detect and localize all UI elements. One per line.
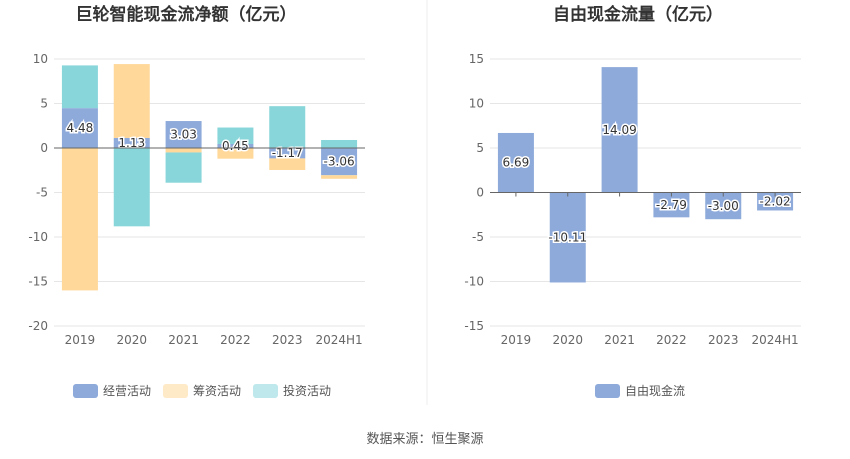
left-data-label: 4.48 xyxy=(67,121,94,135)
left-chart: 10 5 0 -5 -10 -15 -20 2019 4.48 2020 1.13 2021 3.03 2… xyxy=(28,52,365,398)
left-bar-primary-2022 xyxy=(217,143,254,148)
right-y-tick-label: 10 xyxy=(469,97,484,111)
left-x-tick-label: 2021 xyxy=(168,333,199,347)
right-y-tick-label: 5 xyxy=(476,141,484,155)
right-x-tick-label: 2023 xyxy=(708,333,739,347)
left-bar-primary-2024H1 xyxy=(321,148,358,176)
right-legend-label[interactable]: 自由现金流 xyxy=(625,383,685,398)
left-y-tick-label: -20 xyxy=(28,319,48,333)
left-bar-series-2-2019 xyxy=(61,65,98,109)
right-bar-primary-2020 xyxy=(549,192,586,283)
right-data-label: 14.09 xyxy=(602,123,636,137)
left-bar-primary-2020 xyxy=(113,137,150,148)
right-data-label: -2.02 xyxy=(760,194,791,208)
right-bar-primary-2024H1 xyxy=(757,192,794,211)
right-data-label: -3.00 xyxy=(708,199,739,213)
left-legend-label[interactable]: 投资活动 xyxy=(283,383,331,398)
left-x-tick-label: 2019 xyxy=(65,333,96,347)
right-data-label: -2.79 xyxy=(656,198,687,212)
left-data-label: 0.45 xyxy=(222,139,249,153)
left-bar-series-2-2021 xyxy=(165,152,202,183)
left-legend-swatch[interactable] xyxy=(73,384,98,398)
left-y-tick-label: 0 xyxy=(40,141,48,155)
right-x-tick-label: 2020 xyxy=(552,333,583,347)
left-bar-series-2-2023 xyxy=(269,106,306,148)
left-bar-primary-2023 xyxy=(269,148,306,159)
left-bar-series-2-2024H1 xyxy=(321,139,358,148)
right-legend-swatch[interactable] xyxy=(595,384,620,398)
right-data-label: 6.69 xyxy=(503,156,530,170)
data-source: 数据来源：恒生聚源 xyxy=(366,432,483,447)
left-bar-series-1-2023 xyxy=(269,158,306,170)
left-legend-label[interactable]: 筹资活动 xyxy=(193,384,241,398)
left-bar-series-2-2020 xyxy=(113,148,150,227)
right-x-tick-label: 2022 xyxy=(656,333,687,347)
right-data-label: -10.11 xyxy=(548,230,587,244)
left-bar-series-1-2020 xyxy=(113,64,150,138)
left-legend-swatch[interactable] xyxy=(253,384,278,398)
left-data-label: 3.03 xyxy=(170,128,197,142)
left-y-tick-label: 5 xyxy=(40,97,48,111)
left-legend-label[interactable]: 经营活动 xyxy=(103,384,151,398)
left-x-tick-label: 2022 xyxy=(220,333,251,347)
right-bar-primary-2023 xyxy=(705,192,742,220)
right-y-tick-label: -15 xyxy=(464,319,484,333)
left-bar-primary-2021 xyxy=(165,121,202,148)
left-bar-series-2-2022 xyxy=(217,127,254,144)
right-bar-primary-2021 xyxy=(601,67,638,193)
left-y-tick-label: -5 xyxy=(36,186,48,200)
left-data-label: -1.17 xyxy=(272,146,303,160)
right-x-tick-label: 2019 xyxy=(501,333,532,347)
left-data-label: -3.06 xyxy=(324,155,355,169)
left-bar-primary-2019 xyxy=(61,108,98,148)
right-y-tick-label: 15 xyxy=(469,52,484,66)
left-y-tick-label: -15 xyxy=(28,275,48,289)
left-x-tick-label: 2024H1 xyxy=(315,333,362,347)
right-x-tick-label: 2024H1 xyxy=(751,333,798,347)
right-y-tick-label: -10 xyxy=(464,275,484,289)
left-chart-title: 巨轮智能现金流净额（亿元） xyxy=(76,4,297,25)
left-legend-swatch[interactable] xyxy=(163,384,188,398)
left-x-tick-label: 2023 xyxy=(272,333,303,347)
left-bar-series-1-2019 xyxy=(61,148,98,291)
right-bar-primary-2019 xyxy=(497,132,534,193)
left-bar-series-1-2022 xyxy=(217,148,254,159)
right-x-tick-label: 2021 xyxy=(604,333,635,347)
right-y-tick-label: -5 xyxy=(472,230,484,244)
left-y-tick-label: 10 xyxy=(33,52,48,66)
left-x-tick-label: 2020 xyxy=(116,333,147,347)
right-y-tick-label: 0 xyxy=(476,186,484,200)
right-bar-primary-2022 xyxy=(653,192,690,218)
left-y-tick-label: -10 xyxy=(28,230,48,244)
right-chart-title: 自由现金流量（亿元） xyxy=(553,4,723,25)
left-data-label: 1.13 xyxy=(118,136,145,150)
right-chart: 15 10 5 0 -5 -10 -15 2019 6.69 2020 -10.11 2021 14.0… xyxy=(464,52,801,398)
left-bar-series-1-2024H1 xyxy=(321,175,358,179)
left-bar-series-1-2021 xyxy=(165,148,202,153)
